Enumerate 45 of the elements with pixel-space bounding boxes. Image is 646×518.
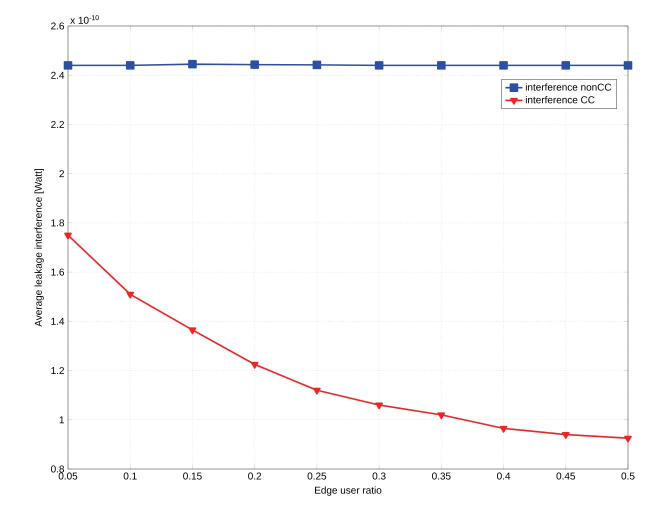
y-tick-label: 2 [59, 170, 64, 178]
x-axis-title: Edge user ratio [315, 486, 382, 496]
text: x 10$^{-10}$ [70, 15, 99, 24]
legend-label: interference CC [526, 96, 595, 104]
point [438, 412, 446, 420]
point [374, 61, 384, 70]
x-tick-label: 0.4 [497, 472, 510, 480]
point [250, 60, 259, 69]
point [64, 61, 72, 70]
x-tick-label: 0.15 [183, 472, 202, 480]
x-tick-label: 0.5 [621, 472, 635, 480]
y-tick-label: 1.4 [51, 318, 64, 325]
point [188, 60, 197, 68]
y-tick-label: 1 [60, 416, 64, 424]
x-tick-label: 0.1 [124, 472, 137, 480]
point [126, 292, 134, 299]
point [437, 61, 446, 70]
point [624, 436, 632, 443]
x-tick-label: 0.35 [432, 472, 451, 480]
point [499, 61, 508, 70]
point [375, 402, 383, 410]
point [624, 61, 632, 70]
point [188, 327, 196, 334]
y-tick-label: 2.4 [51, 72, 64, 79]
y-tick-label: 1.6 [51, 268, 64, 276]
point [561, 61, 570, 70]
point [562, 432, 570, 439]
x-tick-label: 0.25 [308, 472, 326, 480]
y-axis-title: Average leakage interference [Watt] [34, 169, 44, 327]
point [500, 426, 508, 433]
x-tick-label: 0.45 [556, 472, 576, 480]
point [312, 60, 322, 70]
x-tick-label: 0.3 [372, 472, 386, 480]
x-tick-label: 0.05 [58, 472, 78, 480]
point [64, 232, 72, 240]
point [250, 362, 258, 369]
y-tick-label: 2.6 [51, 22, 64, 30]
x-tick-label: 0.2 [248, 472, 262, 480]
y-tick-label: 1.8 [51, 219, 64, 226]
point [313, 388, 321, 395]
point [126, 61, 135, 70]
y-tick-label: 0.8 [51, 465, 64, 473]
legend-label: interference nonCC [526, 83, 612, 91]
y-tick-label: 1.2 [51, 367, 64, 374]
y-tick-label: 2.2 [51, 120, 64, 128]
